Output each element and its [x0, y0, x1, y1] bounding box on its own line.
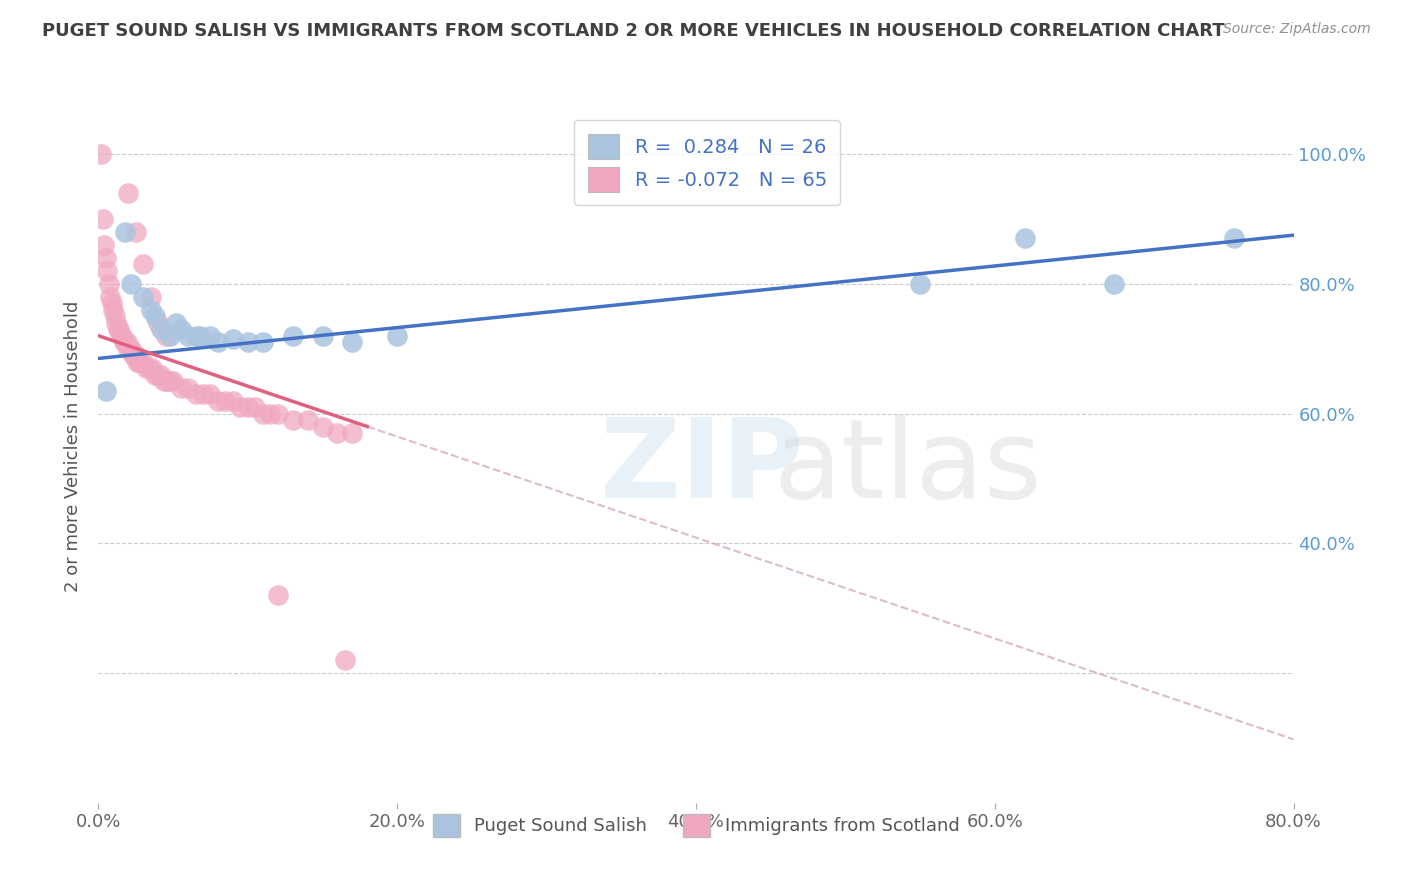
Point: [159, 374, 181, 388]
Point: [94, 384, 117, 398]
Text: PUGET SOUND SALISH VS IMMIGRANTS FROM SCOTLAND 2 OR MORE VEHICLES IN HOUSEHOLD C: PUGET SOUND SALISH VS IMMIGRANTS FROM SC…: [42, 22, 1225, 40]
Point: [236, 335, 259, 350]
Point: [267, 588, 290, 602]
Point: [129, 354, 152, 368]
Point: [98, 290, 122, 304]
Point: [143, 310, 166, 324]
Point: [135, 361, 157, 376]
Point: [107, 322, 129, 336]
Point: [132, 354, 155, 368]
Point: [150, 368, 173, 382]
Point: [114, 225, 136, 239]
Point: [132, 257, 155, 271]
Point: [184, 328, 207, 343]
Point: [177, 328, 200, 343]
Point: [222, 332, 245, 346]
Point: [207, 393, 229, 408]
Point: [114, 335, 136, 350]
Point: [156, 374, 179, 388]
Point: [150, 322, 173, 336]
Legend: Puget Sound Salish, Immigrants from Scotland: Puget Sound Salish, Immigrants from Scot…: [426, 807, 966, 844]
Text: ZIP: ZIP: [600, 414, 804, 521]
Point: [155, 328, 177, 343]
Point: [236, 400, 259, 414]
Point: [121, 348, 143, 362]
Point: [1223, 231, 1246, 245]
Point: [169, 381, 191, 395]
Point: [94, 251, 117, 265]
Point: [104, 310, 127, 324]
Point: [1104, 277, 1126, 291]
Point: [125, 225, 148, 239]
Point: [188, 328, 211, 343]
Point: [281, 328, 304, 343]
Point: [139, 290, 162, 304]
Point: [177, 381, 200, 395]
Point: [143, 368, 166, 382]
Point: [222, 393, 245, 408]
Point: [385, 328, 409, 343]
Point: [311, 328, 333, 343]
Point: [111, 328, 134, 343]
Point: [112, 335, 135, 350]
Point: [267, 407, 290, 421]
Point: [165, 316, 187, 330]
Point: [252, 335, 274, 350]
Point: [259, 407, 281, 421]
Point: [90, 147, 112, 161]
Point: [333, 653, 356, 667]
Point: [191, 387, 214, 401]
Point: [184, 387, 207, 401]
Point: [153, 374, 176, 388]
Point: [101, 296, 124, 310]
Point: [132, 290, 155, 304]
Point: [120, 342, 142, 356]
Point: [96, 264, 118, 278]
Point: [139, 302, 162, 317]
Point: [207, 335, 229, 350]
Point: [124, 348, 146, 362]
Point: [200, 328, 222, 343]
Point: [115, 335, 138, 350]
Point: [117, 186, 139, 200]
Point: [103, 302, 125, 317]
Point: [141, 361, 163, 376]
Point: [148, 368, 170, 382]
Text: Source: ZipAtlas.com: Source: ZipAtlas.com: [1223, 22, 1371, 37]
Point: [214, 393, 236, 408]
Point: [908, 277, 931, 291]
Point: [342, 425, 364, 440]
Point: [148, 316, 170, 330]
Point: [118, 342, 141, 356]
Point: [93, 238, 115, 252]
Point: [117, 342, 139, 356]
Point: [169, 322, 191, 336]
Text: atlas: atlas: [773, 414, 1042, 521]
Y-axis label: 2 or more Vehicles in Household: 2 or more Vehicles in Household: [65, 301, 83, 591]
Point: [200, 387, 222, 401]
Point: [1014, 231, 1036, 245]
Point: [97, 277, 120, 291]
Point: [120, 277, 142, 291]
Point: [245, 400, 267, 414]
Point: [297, 413, 319, 427]
Point: [91, 211, 114, 226]
Point: [105, 316, 128, 330]
Point: [326, 425, 349, 440]
Point: [125, 348, 148, 362]
Point: [159, 328, 181, 343]
Point: [229, 400, 252, 414]
Point: [311, 419, 333, 434]
Point: [138, 361, 160, 376]
Point: [127, 354, 149, 368]
Point: [128, 354, 150, 368]
Point: [108, 322, 131, 336]
Point: [252, 407, 274, 421]
Point: [342, 335, 364, 350]
Point: [281, 413, 304, 427]
Point: [110, 328, 132, 343]
Point: [162, 374, 184, 388]
